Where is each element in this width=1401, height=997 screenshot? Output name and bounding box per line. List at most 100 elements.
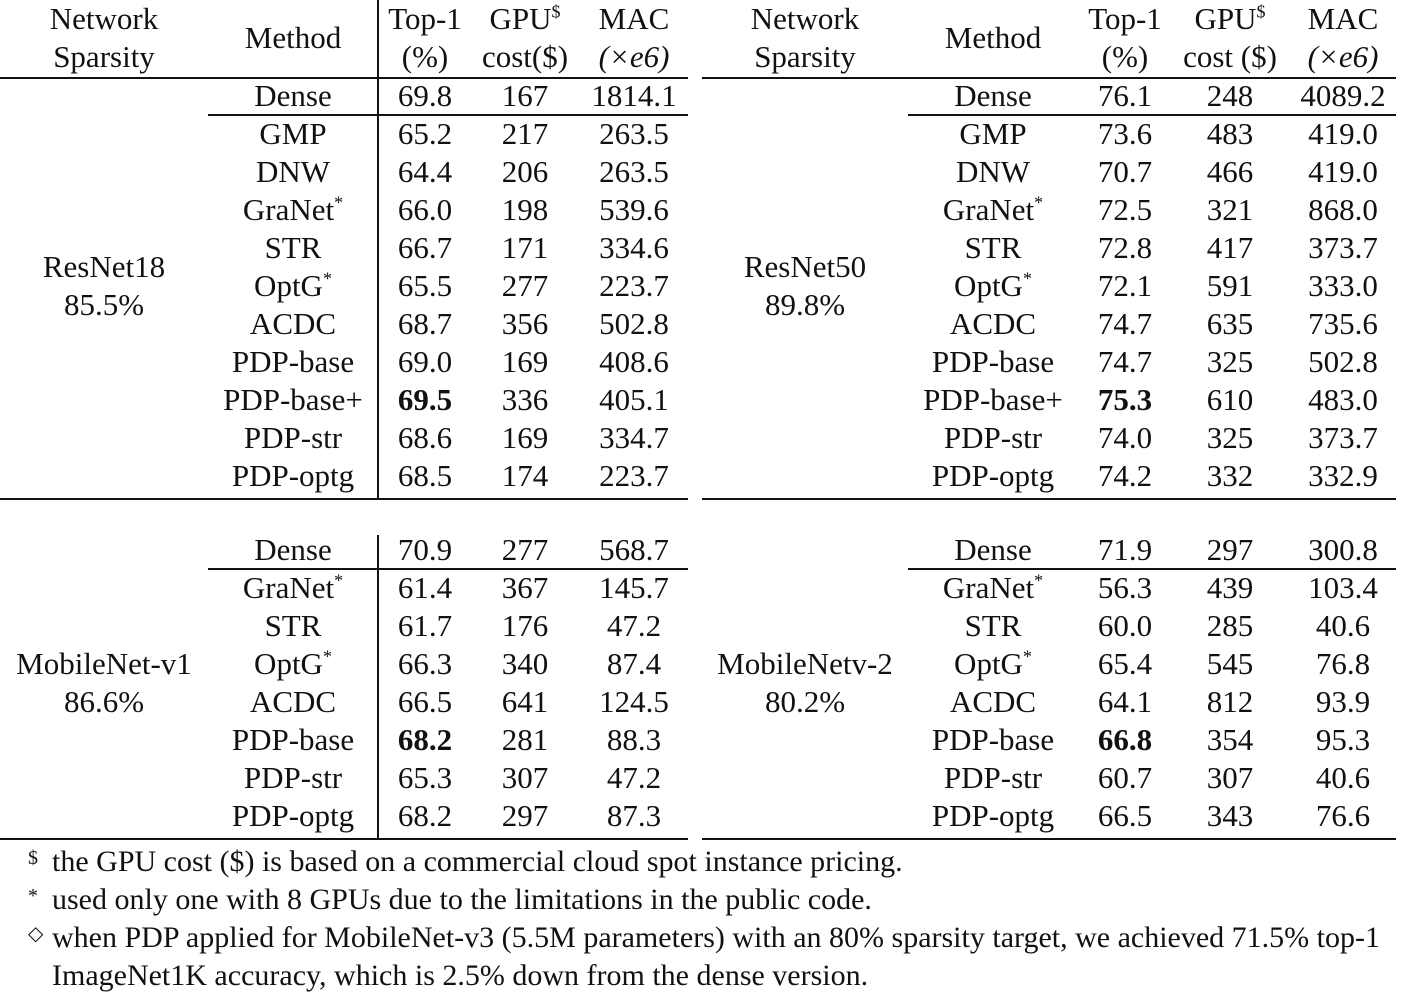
header-top1-right: Top-1: [1088, 1, 1162, 36]
method-name: GMP: [259, 116, 327, 151]
gpu-cost-value: 307: [501, 760, 549, 795]
gpu-cost-value: 635: [1206, 306, 1254, 341]
top1-value: 69.8: [397, 78, 453, 113]
method-name: STR: [964, 230, 1022, 265]
mac-value: 419.0: [1308, 116, 1378, 151]
mac-value: 408.6: [599, 344, 669, 379]
footnote-gpu-cost-text: the GPU cost ($) is based on a commercia…: [52, 845, 903, 878]
mac-value: 263.5: [599, 116, 669, 151]
method-name: PDP-optg: [931, 798, 1055, 833]
gpu-cost-value: 439: [1206, 570, 1254, 605]
mac-value: 47.2: [606, 760, 662, 795]
mac-value: 334.7: [599, 420, 669, 455]
method-name: OptG*: [954, 646, 1032, 681]
method-name: STR: [964, 608, 1022, 643]
top1-value: 64.1: [1097, 684, 1153, 719]
gpu-cost-value: 354: [1206, 722, 1254, 757]
gpu-cost-value: 277: [501, 268, 549, 303]
gpu-cost-value: 277: [501, 532, 549, 567]
top1-value: 68.5: [397, 458, 453, 493]
top1-value: 60.0: [1097, 608, 1153, 643]
network-name: MobileNetv-2: [717, 646, 893, 681]
top1-value: 60.7: [1097, 760, 1153, 795]
gpu-cost-value: 356: [501, 306, 549, 341]
mac-value: 95.3: [1315, 722, 1371, 757]
vertical-rule: [377, 535, 379, 838]
sparsity-value: 80.2%: [764, 684, 846, 719]
top1-value: 72.1: [1097, 268, 1153, 303]
gpu-cost-value: 325: [1206, 420, 1254, 455]
method-name: DNW: [255, 154, 331, 189]
top1-value: 65.4: [1097, 646, 1153, 681]
gpu-cost-value: 176: [501, 608, 549, 643]
top1-value: 68.6: [397, 420, 453, 455]
gpu-cost-value: 466: [1206, 154, 1254, 189]
header-top1-unit-right: (%): [1101, 39, 1149, 74]
panel-bottom-rule: [0, 838, 688, 840]
mac-value: 124.5: [599, 684, 669, 719]
header-top1-left: Top-1: [388, 1, 462, 36]
gpu-cost-value: 248: [1206, 78, 1254, 113]
mac-value: 568.7: [599, 532, 669, 567]
top1-value: 74.0: [1097, 420, 1153, 455]
top1-value: 72.5: [1097, 192, 1153, 227]
header-rule-right: [702, 77, 1396, 79]
method-name: OptG*: [254, 268, 332, 303]
gpu-cost-value: 641: [501, 684, 549, 719]
top1-value: 76.1: [1097, 78, 1153, 113]
vertical-rule: [377, 77, 379, 498]
mac-value: 93.9: [1315, 684, 1371, 719]
header-gpu-unit-left: cost($): [481, 39, 569, 74]
mac-value: 332.9: [1308, 458, 1378, 493]
method-name: PDP-base: [231, 722, 355, 757]
dense-separator-rule: [208, 568, 688, 570]
header-mac-unit-right: (×e6): [1307, 39, 1379, 74]
footnotes: $ the GPU cost ($) is based on a commerc…: [28, 843, 1400, 995]
sparsity-value: 89.8%: [764, 287, 846, 322]
top1-value: 56.3: [1097, 570, 1153, 605]
top1-value: 68.2: [397, 722, 453, 757]
method-name: OptG*: [954, 268, 1032, 303]
mac-value: 223.7: [599, 268, 669, 303]
gpu-cost-value: 340: [501, 646, 549, 681]
footnote-single-gpu-text: used only one with 8 GPUs due to the lim…: [52, 883, 872, 916]
mac-value: 145.7: [599, 570, 669, 605]
gpu-cost-value: 307: [1206, 760, 1254, 795]
gpu-cost-value: 297: [501, 798, 549, 833]
dollar-symbol: $: [28, 847, 38, 869]
header-sparsity-left: Sparsity: [53, 39, 155, 74]
header-top1-unit-left: (%): [401, 39, 449, 74]
footnote-gpu-cost: $ the GPU cost ($) is based on a commerc…: [28, 843, 1400, 881]
gpu-cost-value: 591: [1206, 268, 1254, 303]
top1-value: 66.5: [397, 684, 453, 719]
method-name: PDP-base+: [223, 382, 363, 417]
mac-value: 88.3: [606, 722, 662, 757]
mac-value: 373.7: [1308, 420, 1378, 455]
gpu-cost-value: 171: [501, 230, 549, 265]
method-name: GraNet*: [242, 192, 344, 227]
header-mac-unit-left: (×e6): [598, 39, 670, 74]
method-name: ACDC: [949, 684, 1037, 719]
gpu-cost-value: 610: [1206, 382, 1254, 417]
mac-value: 334.6: [599, 230, 669, 265]
top1-value: 74.7: [1097, 344, 1153, 379]
asterisk-symbol: *: [28, 885, 38, 907]
gpu-cost-value: 325: [1206, 344, 1254, 379]
header-gpu-unit-right: cost ($): [1183, 39, 1277, 74]
method-name: PDP-base+: [923, 382, 1063, 417]
top1-value: 66.3: [397, 646, 453, 681]
method-name: PDP-optg: [231, 798, 355, 833]
top1-value: 73.6: [1097, 116, 1153, 151]
mac-value: 40.6: [1315, 608, 1371, 643]
method-name: ACDC: [249, 684, 337, 719]
method-name: GraNet*: [942, 570, 1044, 605]
header-mac-left: MAC: [598, 1, 670, 36]
gpu-cost-value: 812: [1206, 684, 1254, 719]
header-vertical-rule: [377, 0, 379, 77]
method-name: Dense: [954, 78, 1032, 113]
top1-value: 66.0: [397, 192, 453, 227]
gpu-cost-value: 336: [501, 382, 549, 417]
network-name: ResNet18: [42, 249, 166, 284]
gpu-cost-value: 174: [501, 458, 549, 493]
top1-value: 70.7: [1097, 154, 1153, 189]
